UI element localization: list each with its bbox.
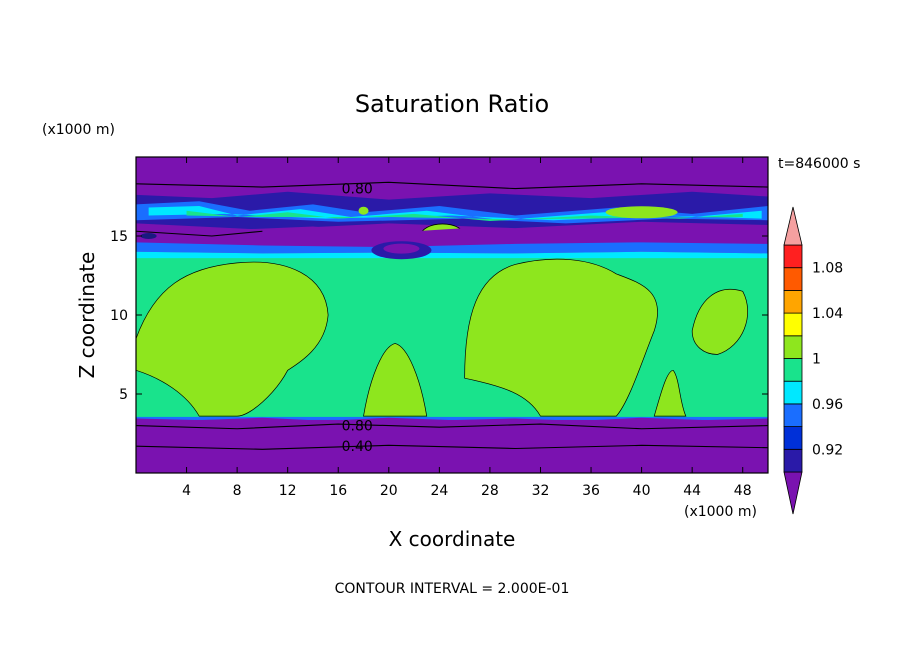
x-tick-label-40: 40 <box>633 483 651 499</box>
colorbar-high-extension <box>783 206 803 246</box>
x-tick-label-48: 48 <box>734 483 752 499</box>
time-label: t=846000 s <box>778 156 860 172</box>
purple-blob <box>383 243 420 254</box>
y-tick-label-5: 5 <box>119 387 128 403</box>
contour-label-1: 0.80 <box>342 419 373 435</box>
x-tick-label-16: 16 <box>329 483 347 499</box>
y-tick-label-15: 15 <box>110 229 128 245</box>
contour-line-lower-0.40 <box>135 444 769 450</box>
x-tick-label-44: 44 <box>683 483 701 499</box>
x-unit-label: (x1000 m) <box>684 504 757 520</box>
contour-labels: 0.80 0.80 0.40 <box>342 182 373 456</box>
colorbar-segment-1 <box>783 426 803 450</box>
colorbar-low-extension <box>783 471 803 515</box>
purple-layer <box>136 226 768 248</box>
contour-line-lower-0.80 <box>135 423 769 430</box>
convective-cell-left <box>136 261 329 417</box>
colorbar-segment-9 <box>783 244 803 269</box>
x-axis-label: X coordinate <box>389 527 516 551</box>
x-tick-label-8: 8 <box>233 483 242 499</box>
colorbar-label-0.92: 0.92 <box>812 442 843 458</box>
cyan-transition <box>136 251 768 259</box>
upper-green-patch <box>358 206 369 215</box>
contour-interval-footer: CONTOUR INTERVAL = 2.000E-01 <box>335 581 570 597</box>
colorbar-label-1: 1 <box>812 352 821 368</box>
colorbar-segment-7 <box>783 289 803 314</box>
contour-lines <box>135 181 769 450</box>
colorbar-segment-0 <box>783 448 803 473</box>
y-tick-label-10: 10 <box>110 308 128 324</box>
lower-dry-layer <box>136 417 768 473</box>
upper-green-band <box>186 210 743 221</box>
y-axis-label: Z coordinate <box>75 252 99 379</box>
contour-label-2: 0.40 <box>342 439 373 455</box>
y-unit-label: (x1000 m) <box>42 122 115 138</box>
dark-left-spot <box>140 233 157 239</box>
x-tick-label-36: 36 <box>582 483 600 499</box>
colorbar-segment-8 <box>783 267 803 291</box>
saturation-field <box>136 157 768 473</box>
colorbar-segment-3 <box>783 380 803 405</box>
chart-title: Saturation Ratio <box>355 90 549 118</box>
contour-label-0: 0.80 <box>342 182 373 198</box>
colorbar-segment-5 <box>783 335 803 359</box>
x-tick-label-20: 20 <box>380 483 398 499</box>
x-tick-label-24: 24 <box>430 483 448 499</box>
colorbar-segment-6 <box>783 312 803 337</box>
colorbar-label-1.04: 1.04 <box>812 306 843 322</box>
blue-transition <box>136 242 768 254</box>
contour-line-upper-purple <box>135 230 263 237</box>
convective-cell-right <box>691 288 748 355</box>
convective-cell-narrow <box>363 343 428 417</box>
convective-cell-small <box>653 369 687 417</box>
contour-line-upper-0.80 <box>135 181 769 190</box>
convective-cell-center <box>464 258 658 417</box>
x-tick-label-32: 32 <box>532 483 550 499</box>
colorbar-segment-4 <box>783 358 803 382</box>
cloud-base-edge <box>136 416 768 420</box>
colorbar: 0.92 0.96 1 1.04 1.08 <box>783 206 843 515</box>
upper-green-patch <box>605 206 678 219</box>
x-tick-label-28: 28 <box>481 483 499 499</box>
colorbar-label-1.08: 1.08 <box>812 261 843 277</box>
x-tick-label-12: 12 <box>279 483 297 499</box>
y-axis-ticks: 5 10 15 <box>110 229 768 403</box>
x-axis-ticks: 4 8 12 16 20 24 28 32 36 40 44 48 <box>182 157 752 499</box>
colorbar-segment-2 <box>783 403 803 427</box>
colorbar-label-0.96: 0.96 <box>812 397 843 413</box>
x-tick-label-4: 4 <box>182 483 191 499</box>
